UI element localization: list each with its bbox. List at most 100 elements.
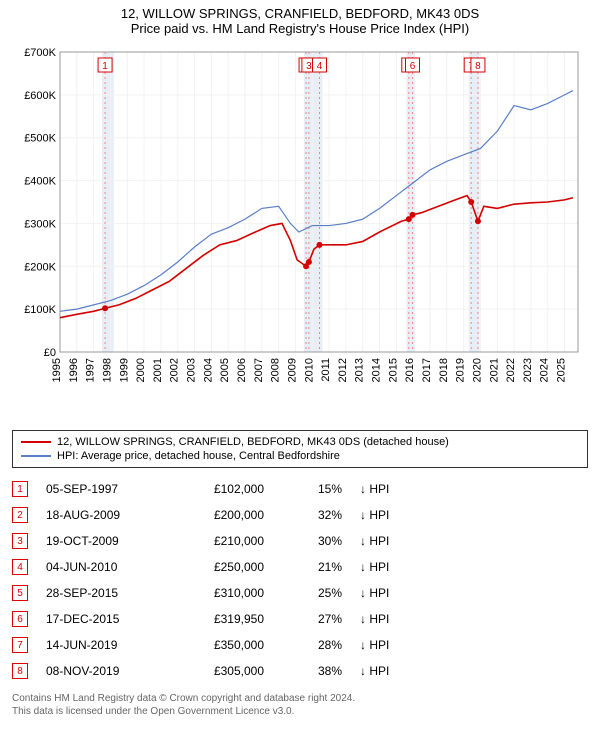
txn-pct: 25% bbox=[282, 586, 342, 600]
transactions-table: 1 05-SEP-1997 £102,000 15% ↓ HPI 2 18-AUG-2009… bbox=[12, 478, 588, 686]
title-line1: 12, WILLOW SPRINGS, CRANFIELD, BEDFORD, … bbox=[12, 6, 588, 21]
event-marker-icon: 8 bbox=[12, 663, 28, 679]
svg-text:2001: 2001 bbox=[152, 358, 164, 382]
event-marker-icon: 1 bbox=[12, 481, 28, 497]
event-marker-icon: 4 bbox=[12, 559, 28, 575]
svg-text:1999: 1999 bbox=[118, 358, 130, 382]
svg-text:2006: 2006 bbox=[236, 358, 248, 382]
txn-pct: 38% bbox=[282, 664, 342, 678]
legend-swatch-hpi bbox=[21, 455, 51, 457]
legend-item-property: 12, WILLOW SPRINGS, CRANFIELD, BEDFORD, … bbox=[21, 435, 579, 449]
svg-text:1: 1 bbox=[102, 61, 108, 72]
txn-indicator: ↓ HPI bbox=[360, 586, 410, 600]
svg-text:2010: 2010 bbox=[303, 358, 315, 382]
title-line2: Price paid vs. HM Land Registry's House … bbox=[12, 21, 588, 36]
txn-date: 18-AUG-2009 bbox=[46, 508, 156, 522]
event-marker-icon: 2 bbox=[12, 507, 28, 523]
svg-text:2018: 2018 bbox=[438, 358, 450, 382]
txn-date: 19-OCT-2009 bbox=[46, 534, 156, 548]
svg-text:£600K: £600K bbox=[24, 90, 56, 102]
price-chart: £0 £100K £200K £300K £400K £500K £600K £700K 199… bbox=[12, 42, 588, 422]
txn-pct: 15% bbox=[282, 482, 342, 496]
svg-text:8: 8 bbox=[475, 61, 481, 72]
svg-text:2003: 2003 bbox=[186, 358, 198, 382]
svg-text:2021: 2021 bbox=[488, 358, 500, 382]
txn-date: 14-JUN-2019 bbox=[46, 638, 156, 652]
svg-text:1996: 1996 bbox=[68, 358, 80, 382]
txn-pct: 28% bbox=[282, 638, 342, 652]
svg-text:2023: 2023 bbox=[522, 358, 534, 382]
legend-item-hpi: HPI: Average price, detached house, Cent… bbox=[21, 449, 579, 463]
svg-text:1998: 1998 bbox=[101, 358, 113, 382]
svg-text:2000: 2000 bbox=[135, 358, 147, 382]
svg-text:4: 4 bbox=[317, 61, 323, 72]
svg-text:£500K: £500K bbox=[24, 133, 56, 145]
txn-date: 05-SEP-1997 bbox=[46, 482, 156, 496]
txn-date: 17-DEC-2015 bbox=[46, 612, 156, 626]
table-row: 4 04-JUN-2010 £250,000 21% ↓ HPI bbox=[12, 556, 588, 582]
footer: Contains HM Land Registry data © Crown c… bbox=[12, 692, 588, 718]
table-row: 6 17-DEC-2015 £319,950 27% ↓ HPI bbox=[12, 608, 588, 634]
txn-price: £305,000 bbox=[174, 664, 264, 678]
txn-pct: 30% bbox=[282, 534, 342, 548]
svg-text:2019: 2019 bbox=[455, 358, 467, 382]
svg-text:1997: 1997 bbox=[85, 358, 97, 382]
chart-svg: £0 £100K £200K £300K £400K £500K £600K £700K 199… bbox=[12, 42, 588, 422]
table-row: 808-NOV-2019£305,00038%↓ HPI bbox=[12, 660, 588, 686]
txn-indicator: ↓ HPI bbox=[360, 508, 410, 522]
svg-text:2005: 2005 bbox=[219, 358, 231, 382]
svg-text:2004: 2004 bbox=[202, 358, 214, 382]
legend: 12, WILLOW SPRINGS, CRANFIELD, BEDFORD, … bbox=[12, 430, 588, 468]
svg-text:£100K: £100K bbox=[24, 304, 56, 316]
footer-line2: This data is licensed under the Open Gov… bbox=[12, 705, 588, 718]
txn-price: £210,000 bbox=[174, 534, 264, 548]
txn-price: £250,000 bbox=[174, 560, 264, 574]
txn-price: £200,000 bbox=[174, 508, 264, 522]
event-marker-icon: 5 bbox=[12, 585, 28, 601]
txn-price: £102,000 bbox=[174, 482, 264, 496]
txn-price: £350,000 bbox=[174, 638, 264, 652]
txn-indicator: ↓ HPI bbox=[360, 638, 410, 652]
txn-date: 04-JUN-2010 bbox=[46, 560, 156, 574]
txn-indicator: ↓ HPI bbox=[360, 534, 410, 548]
svg-text:£200K: £200K bbox=[24, 261, 56, 273]
chart-titles: 12, WILLOW SPRINGS, CRANFIELD, BEDFORD, … bbox=[12, 6, 588, 36]
txn-pct: 27% bbox=[282, 612, 342, 626]
legend-label-hpi: HPI: Average price, detached house, Cent… bbox=[57, 450, 340, 462]
txn-indicator: ↓ HPI bbox=[360, 612, 410, 626]
svg-text:1995: 1995 bbox=[51, 358, 63, 382]
svg-text:£400K: £400K bbox=[24, 176, 56, 188]
svg-text:2011: 2011 bbox=[320, 358, 332, 382]
legend-label-property: 12, WILLOW SPRINGS, CRANFIELD, BEDFORD, … bbox=[57, 436, 449, 448]
svg-text:6: 6 bbox=[410, 61, 416, 72]
svg-text:2007: 2007 bbox=[253, 358, 265, 382]
svg-text:2002: 2002 bbox=[169, 358, 181, 382]
txn-price: £319,950 bbox=[174, 612, 264, 626]
svg-text:3: 3 bbox=[306, 61, 312, 72]
event-marker-icon: 6 bbox=[12, 611, 28, 627]
table-row: 319-OCT-2009£210,00030%↓ HPI bbox=[12, 530, 588, 556]
txn-pct: 21% bbox=[282, 560, 342, 574]
svg-text:2009: 2009 bbox=[286, 358, 298, 382]
svg-text:2015: 2015 bbox=[387, 358, 399, 382]
txn-date: 08-NOV-2019 bbox=[46, 664, 156, 678]
svg-text:2022: 2022 bbox=[505, 358, 517, 382]
footer-line1: Contains HM Land Registry data © Crown c… bbox=[12, 692, 588, 705]
table-row: 218-AUG-2009£200,00032%↓ HPI bbox=[12, 504, 588, 530]
svg-text:2014: 2014 bbox=[371, 358, 383, 382]
txn-date: 28-SEP-2015 bbox=[46, 586, 156, 600]
svg-text:£700K: £700K bbox=[24, 47, 56, 59]
event-marker-icon: 7 bbox=[12, 637, 28, 653]
legend-swatch-property bbox=[21, 441, 51, 443]
svg-text:2013: 2013 bbox=[354, 358, 366, 382]
table-row: 105-SEP-1997£102,00015%↓ HPI bbox=[12, 478, 588, 504]
txn-indicator: ↓ HPI bbox=[360, 560, 410, 574]
svg-text:2008: 2008 bbox=[270, 358, 282, 382]
table-row: 7 14-JUN-2019 £350,000 28% ↓ HPI bbox=[12, 634, 588, 660]
svg-text:2020: 2020 bbox=[471, 358, 483, 382]
svg-text:2017: 2017 bbox=[421, 358, 433, 382]
svg-text:2016: 2016 bbox=[404, 358, 416, 382]
svg-text:£300K: £300K bbox=[24, 218, 56, 230]
svg-text:£0: £0 bbox=[44, 347, 56, 359]
table-row: 528-SEP-2015£310,00025%↓ HPI bbox=[12, 582, 588, 608]
